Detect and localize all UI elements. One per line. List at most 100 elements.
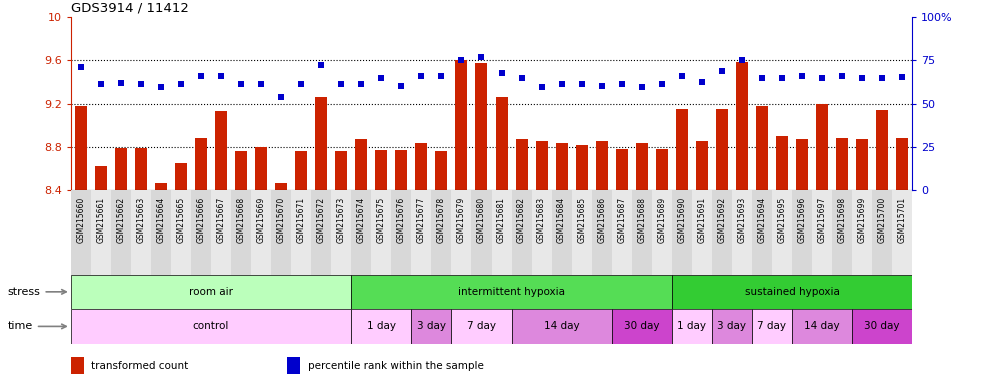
Bar — [676, 109, 688, 190]
Text: room air: room air — [189, 287, 233, 297]
Text: GSM215685: GSM215685 — [577, 197, 586, 243]
Text: 30 day: 30 day — [624, 321, 660, 331]
Bar — [175, 163, 187, 190]
Bar — [611, 309, 671, 344]
Bar — [251, 190, 271, 275]
Text: GSM215667: GSM215667 — [216, 197, 225, 243]
Text: GSM215673: GSM215673 — [337, 197, 346, 243]
Bar — [536, 141, 548, 190]
Bar — [291, 190, 312, 275]
Text: 3 day: 3 day — [417, 321, 446, 331]
Bar — [151, 190, 171, 275]
Text: GSM215668: GSM215668 — [237, 197, 246, 243]
Text: GSM215688: GSM215688 — [637, 197, 646, 243]
Bar — [476, 63, 488, 190]
Bar — [256, 147, 267, 190]
Bar — [832, 190, 852, 275]
Bar — [391, 190, 411, 275]
Bar — [211, 190, 231, 275]
Bar — [90, 190, 111, 275]
Bar — [592, 190, 611, 275]
Bar — [295, 151, 307, 190]
Text: GSM215689: GSM215689 — [658, 197, 666, 243]
Bar — [572, 190, 592, 275]
Text: GSM215696: GSM215696 — [797, 197, 806, 243]
Text: time: time — [8, 321, 66, 331]
Bar — [816, 104, 828, 190]
Bar — [231, 190, 251, 275]
Bar — [656, 149, 667, 190]
Bar — [511, 309, 611, 344]
Text: GSM215697: GSM215697 — [818, 197, 827, 243]
Bar — [75, 106, 87, 190]
Bar — [712, 190, 732, 275]
Text: GSM215680: GSM215680 — [477, 197, 486, 243]
Bar — [411, 190, 432, 275]
Bar — [671, 190, 692, 275]
Bar — [331, 190, 351, 275]
Bar — [111, 190, 131, 275]
Bar — [772, 190, 792, 275]
Bar — [191, 190, 211, 275]
Text: 7 day: 7 day — [467, 321, 496, 331]
Bar — [615, 149, 628, 190]
Bar — [171, 190, 191, 275]
Bar — [335, 151, 347, 190]
Bar — [752, 309, 792, 344]
Bar — [671, 309, 712, 344]
Bar — [351, 190, 372, 275]
Text: GSM215693: GSM215693 — [737, 197, 746, 243]
Bar — [135, 148, 146, 190]
Text: GSM215671: GSM215671 — [297, 197, 306, 243]
Text: GSM215692: GSM215692 — [718, 197, 726, 243]
Text: GSM215663: GSM215663 — [137, 197, 145, 243]
Bar — [776, 136, 788, 190]
Bar — [115, 148, 127, 190]
Bar — [712, 309, 752, 344]
Text: 3 day: 3 day — [718, 321, 746, 331]
Text: GSM215676: GSM215676 — [397, 197, 406, 243]
Text: intermittent hypoxia: intermittent hypoxia — [458, 287, 565, 297]
Bar — [796, 139, 808, 190]
Bar — [792, 309, 852, 344]
Bar — [411, 309, 451, 344]
Bar — [155, 182, 167, 190]
Bar — [435, 151, 447, 190]
Bar — [451, 190, 472, 275]
Bar — [736, 61, 748, 190]
Text: GSM215678: GSM215678 — [436, 197, 446, 243]
Text: GSM215700: GSM215700 — [878, 197, 887, 243]
Bar — [94, 166, 107, 190]
Bar — [195, 138, 207, 190]
Text: 7 day: 7 day — [758, 321, 786, 331]
Text: GSM215675: GSM215675 — [376, 197, 385, 243]
Text: GSM215681: GSM215681 — [497, 197, 506, 243]
Bar — [511, 190, 532, 275]
Bar — [495, 97, 507, 190]
Bar — [215, 111, 227, 190]
Text: GSM215699: GSM215699 — [857, 197, 867, 243]
Text: GSM215682: GSM215682 — [517, 197, 526, 243]
Bar — [632, 190, 652, 275]
Text: GSM215686: GSM215686 — [598, 197, 607, 243]
Text: transformed count: transformed count — [91, 361, 189, 371]
Bar — [596, 141, 607, 190]
Bar — [837, 138, 848, 190]
Bar — [756, 106, 768, 190]
Bar — [351, 275, 671, 309]
Bar — [376, 150, 387, 190]
Text: percentile rank within the sample: percentile rank within the sample — [308, 361, 484, 371]
Bar — [515, 139, 528, 190]
Bar — [716, 109, 727, 190]
Text: GSM215695: GSM215695 — [778, 197, 786, 243]
Bar — [852, 190, 872, 275]
Text: GSM215665: GSM215665 — [177, 197, 186, 243]
Bar — [652, 190, 671, 275]
Text: GSM215661: GSM215661 — [96, 197, 105, 243]
Text: 30 day: 30 day — [864, 321, 899, 331]
Bar — [893, 190, 912, 275]
Bar — [432, 190, 451, 275]
Bar — [312, 190, 331, 275]
Bar — [316, 97, 327, 190]
Text: GSM215669: GSM215669 — [257, 197, 265, 243]
